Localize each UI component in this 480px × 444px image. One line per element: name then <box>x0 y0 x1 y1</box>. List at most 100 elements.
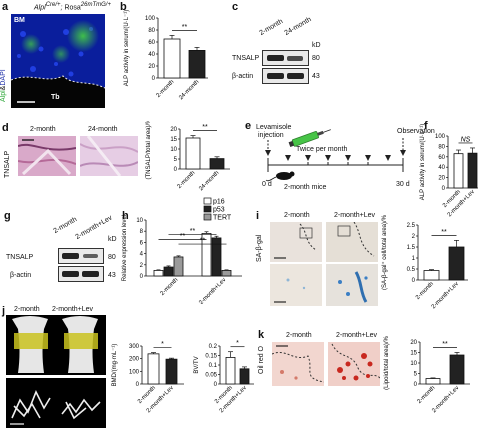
y-tick-label: 40 <box>438 165 445 171</box>
y-axis-label: ALP activity in serum/(U·L⁻¹) <box>124 10 130 86</box>
c-band-4 <box>287 73 304 79</box>
k-image-1 <box>272 342 324 386</box>
legend-swatch <box>203 213 212 221</box>
bar <box>449 354 465 385</box>
i-row-label: SA-β-gal <box>256 234 263 262</box>
bar <box>165 358 178 385</box>
bar <box>188 50 206 79</box>
c-band-1 <box>267 55 284 61</box>
d-image-2-texture <box>80 136 138 176</box>
j-trabecular-image <box>6 378 106 428</box>
g-lane-1: 2-month <box>52 216 79 235</box>
d-col-1: 2-month <box>30 126 56 133</box>
y-tick-label: 10 <box>136 218 143 224</box>
y-tick-label: 15 <box>410 351 417 357</box>
significance-label: ** <box>200 238 206 245</box>
c-row1-kd: 80 <box>312 55 320 62</box>
d-col-2: 24-month <box>88 126 118 133</box>
y-tick-label: 1 <box>412 256 416 262</box>
y-tick-label: 6 <box>140 240 144 246</box>
e-observation: Observation <box>397 128 435 135</box>
y-tick-label: 80 <box>438 144 445 150</box>
y-tick-label: 60 <box>148 40 155 46</box>
bar <box>221 270 232 277</box>
legend-label: p16 <box>213 199 225 206</box>
chart-f: 0 20 40 60 80 100 ALP activity in serum/(U·L⁻¹… <box>420 124 478 218</box>
panel-k-label: k <box>258 329 265 341</box>
e-drug-line-2: injection <box>258 132 284 139</box>
e-day-0: 0 d <box>262 181 272 188</box>
x-tick-label: 24-month <box>178 79 200 101</box>
chart-d: 0 5 10 15 20 (TNSALP/total area)/% 2-month 24-m… <box>146 121 230 191</box>
bar <box>153 270 164 277</box>
y-tick-label: 0 <box>174 167 178 173</box>
c-row1-label: TNSALP <box>232 55 260 62</box>
bar <box>163 266 174 277</box>
bm-label: BM <box>14 17 25 24</box>
k-image-2 <box>328 342 380 386</box>
y-axis-label: (TNSALP/total area)/% <box>146 121 152 180</box>
panel-h-label: h <box>122 210 129 222</box>
g-row2-label: β-actin <box>10 272 32 279</box>
y-tick-label: 8 <box>140 229 144 235</box>
bar <box>147 353 160 385</box>
y-tick-label: 20 <box>170 127 177 133</box>
g-row1-kd: 80 <box>108 254 116 261</box>
bar <box>163 38 181 79</box>
panel-a-label: a <box>2 1 9 13</box>
y-tick-label: 100 <box>129 369 140 375</box>
c-row2-label: β-actin <box>232 73 254 80</box>
d-image-1 <box>18 136 76 176</box>
syringe-icon <box>288 129 331 148</box>
e-day-30: 30 d <box>396 181 410 188</box>
bar <box>239 368 250 385</box>
i-col-2: 2-month+Lev <box>334 212 376 219</box>
panel-d-label: d <box>2 122 9 134</box>
y-tick-label: 0.05 <box>205 373 217 379</box>
reporter-name: Rosa <box>64 4 81 12</box>
fluorescence-texture <box>11 14 105 108</box>
mouse-icon <box>265 171 295 182</box>
panel-b-label: b <box>120 1 127 13</box>
x-tick-label: 2-month+Lev <box>431 281 460 310</box>
x-tick-label: 24-month <box>198 170 220 191</box>
bar <box>448 246 465 281</box>
y-tick-label: 20 <box>410 340 417 346</box>
panel-e-label: e <box>245 120 252 132</box>
e-mice: 2-month mice <box>284 184 327 191</box>
y-tick-label: 0 <box>152 76 156 82</box>
stain-label: Alpl&DAPI <box>0 69 7 102</box>
k-col-2: 2-month+Lev <box>336 332 378 339</box>
y-tick-label: 0 <box>214 382 218 388</box>
legend-swatch <box>203 205 212 213</box>
j-col-2: 2-month+Lev <box>52 306 94 313</box>
c-blot-tnsalp <box>262 50 309 66</box>
j-microct-image <box>6 315 106 375</box>
significance-label: ** <box>202 124 208 131</box>
c-band-2 <box>287 56 303 61</box>
d-image-2 <box>80 136 138 176</box>
k-image-1-texture <box>272 342 324 386</box>
gene-allele: Cre/+ <box>45 2 61 8</box>
bar <box>225 356 236 385</box>
g-row2-kd: 43 <box>108 272 116 279</box>
fluorescence-image: BM Tb <box>11 14 105 108</box>
y-tick-label: 15 <box>170 137 177 143</box>
significance-label: * <box>161 341 164 348</box>
y-axis-label: BV/TV <box>194 356 200 373</box>
bar <box>425 378 441 385</box>
chart-h: 0 2 4 6 8 10 Relative expression level p16p53TE… <box>122 197 242 304</box>
g-band-3 <box>62 271 79 277</box>
e-timeline <box>265 129 406 182</box>
y-tick-label: 0 <box>442 186 446 192</box>
g-band-2 <box>83 254 98 258</box>
g-kd-label: kD <box>108 236 117 243</box>
stain-alpl: Alpl <box>0 90 7 102</box>
bar <box>185 137 201 170</box>
y-tick-label: 0 <box>414 382 418 388</box>
y-tick-label: 5 <box>174 157 178 163</box>
y-tick-label: 4 <box>140 252 144 258</box>
i-image-2 <box>326 222 378 306</box>
c-kd-label: kD <box>312 42 321 49</box>
